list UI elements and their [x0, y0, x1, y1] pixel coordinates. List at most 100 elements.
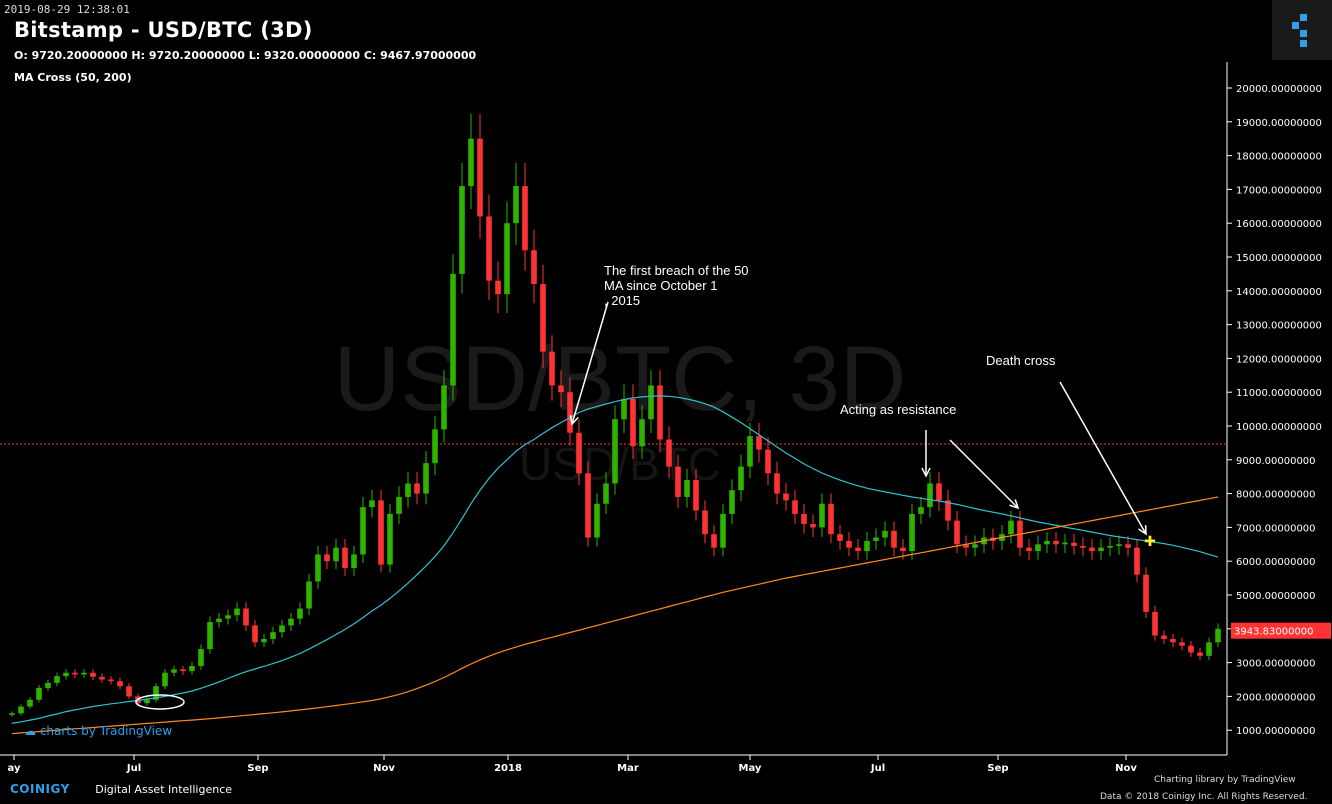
candle-down	[675, 466, 681, 497]
candle-down	[1170, 638, 1176, 643]
candle-down	[828, 503, 834, 535]
annotation-resistance-arrow-1-head	[921, 467, 931, 478]
candle-up	[1116, 544, 1122, 546]
candle-up	[18, 706, 24, 714]
annotation-death-cross-arrow-head	[1138, 524, 1147, 536]
candle-down	[540, 284, 546, 352]
axes: 1000.000000002000.000000003000.000000004…	[0, 62, 1331, 774]
candle-down	[810, 524, 816, 528]
candle-up	[189, 665, 195, 672]
y-tick-label: 9000.00000000	[1236, 456, 1316, 467]
candle-up	[612, 419, 618, 484]
footer-brand: COINIGY Digital Asset Intelligence	[10, 782, 232, 796]
indicator-label[interactable]: MA Cross (50, 200)	[14, 71, 132, 84]
x-tick-label: Jul	[870, 763, 885, 774]
annotation-death-cross: Death cross	[986, 353, 1056, 368]
candle-up	[594, 503, 600, 538]
x-tick-label: Sep	[247, 763, 268, 774]
watermark-sub: USD/BTC	[519, 438, 721, 490]
watermark: USD/BTC, 3D USD/BTC	[334, 328, 907, 490]
y-tick-label: 19000.00000000	[1236, 118, 1322, 129]
candle-up	[279, 625, 285, 633]
candle-down	[666, 439, 672, 467]
candle-up	[639, 419, 645, 447]
charting-library-label: Charting library by TradingView	[1154, 775, 1296, 785]
death-cross-marker-icon: ✚	[1144, 534, 1156, 550]
candle-down	[378, 500, 384, 565]
highlight-ellipse	[135, 694, 185, 710]
candle-up	[81, 672, 87, 675]
annotation-death-cross-arrow	[1059, 381, 1147, 535]
y-tick-label: 18000.00000000	[1236, 152, 1322, 163]
candle-down	[1026, 547, 1032, 552]
candle-up	[297, 608, 303, 619]
candle-up	[468, 138, 474, 187]
candle-down	[585, 473, 591, 538]
x-tick-label: Nov	[373, 763, 395, 774]
candle-up	[162, 672, 168, 687]
candle-up	[1035, 544, 1041, 552]
candle-up	[405, 483, 411, 497]
annotation-resistance-arrow-2	[949, 439, 1019, 509]
candle-down	[576, 432, 582, 474]
x-tick-label: 2018	[494, 763, 522, 774]
x-tick-label: Mar	[617, 763, 639, 774]
candle-up	[1044, 540, 1050, 545]
data-copyright: Data © 2018 Coinigy Inc. All Rights Rese…	[1100, 792, 1308, 802]
candle-down	[549, 351, 555, 386]
candle-down	[954, 520, 960, 545]
candle-up	[423, 463, 429, 494]
y-tick-label: 1000.00000000	[1236, 726, 1316, 737]
y-tick-label: 15000.00000000	[1236, 253, 1322, 264]
candle-down	[1125, 544, 1131, 548]
candle-up	[720, 513, 726, 548]
footer-tagline: Digital Asset Intelligence	[95, 783, 233, 796]
candle-up	[648, 385, 654, 420]
candle-down	[1089, 547, 1095, 552]
candle-down	[711, 534, 717, 548]
candle-up	[918, 507, 924, 514]
annotation-first-breach: , 2015	[604, 293, 640, 308]
y-tick-label: 7000.00000000	[1236, 523, 1316, 534]
candle-down	[243, 608, 249, 626]
candle-down	[558, 385, 564, 393]
candle-down	[1188, 645, 1194, 653]
candle-up	[441, 385, 447, 430]
candle-up	[9, 713, 15, 715]
annotation-resistance-arrow-2-head	[1009, 499, 1020, 510]
candle-down	[1143, 574, 1149, 612]
x-tick-label: Sep	[987, 763, 1008, 774]
ma50-line	[11, 395, 1219, 724]
candle-up	[207, 622, 213, 650]
y-tick-label: 10000.00000000	[1236, 422, 1322, 433]
candle-down	[126, 686, 132, 697]
candle-down	[630, 398, 636, 447]
candle-down	[1161, 635, 1167, 639]
candle-down	[522, 186, 528, 251]
candle-up	[36, 687, 42, 700]
candle-down	[963, 544, 969, 548]
candle-up	[351, 554, 357, 568]
candle-up	[972, 544, 978, 548]
watermark-main: USD/BTC, 3D	[334, 328, 907, 430]
candle-up	[1098, 547, 1104, 552]
candle-down	[108, 679, 114, 682]
candle-down	[1071, 542, 1077, 546]
candle-down	[702, 510, 708, 535]
current-price-label: 3943.83000000	[1234, 627, 1314, 638]
moving-averages	[11, 395, 1219, 735]
candle-up	[225, 615, 231, 619]
candle-up	[1107, 545, 1113, 548]
candle-up	[144, 699, 150, 704]
candle-down	[117, 681, 123, 687]
candle-up	[873, 537, 879, 541]
candle-down	[891, 530, 897, 548]
candle-down	[90, 672, 96, 677]
candle-down	[486, 216, 492, 281]
candle-up	[450, 273, 456, 386]
cloud-icon: ☁	[24, 724, 36, 738]
tradingview-badge[interactable]: ☁ charts by TradingView	[24, 724, 172, 738]
candle-down	[1152, 611, 1158, 636]
y-tick-label: 14000.00000000	[1236, 287, 1322, 298]
